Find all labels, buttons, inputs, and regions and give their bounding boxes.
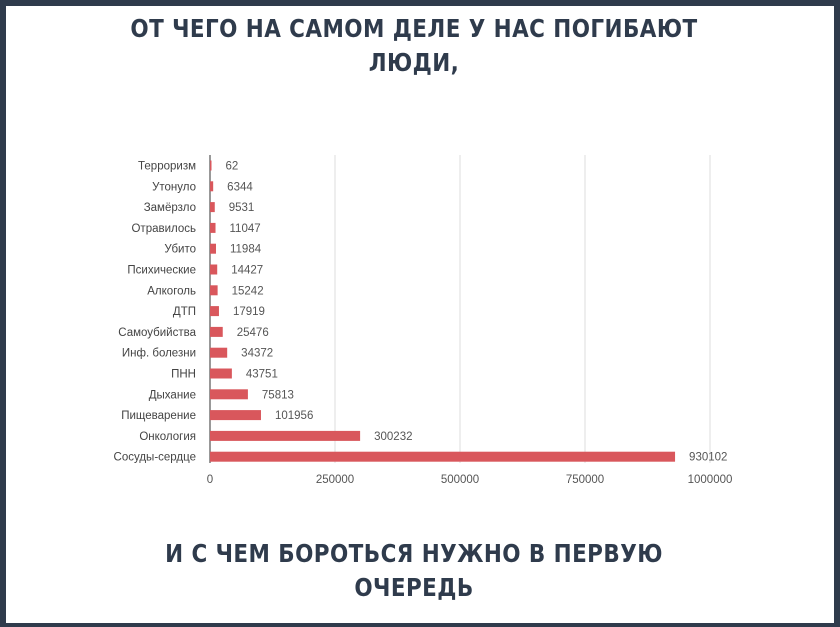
value-label: 9531 [229,202,255,214]
bar [210,160,212,171]
footer-line-1: И С ЧЕМ БОРОТЬСЯ НУЖНО В ПЕРВУЮ [165,539,663,568]
value-label: 62 [226,161,239,173]
bar [210,347,228,358]
category-label: Инф. болезни [122,348,196,360]
bar [210,181,214,192]
value-label: 930102 [689,452,727,464]
bar [210,285,218,296]
bar [210,264,218,275]
category-label: Замёрзло [144,202,196,214]
bar [210,430,361,441]
bar [210,202,215,213]
x-tick-label: 1000000 [688,474,733,486]
value-label: 43751 [246,369,278,381]
category-label: Онкология [139,431,196,443]
headline-line-2: ЛЮДИ, [368,48,460,77]
bar [210,451,676,462]
x-tick-label: 250000 [316,474,354,486]
value-label: 75813 [262,389,294,401]
value-label: 11047 [230,223,261,235]
bar [210,389,248,400]
bar [210,222,216,233]
category-label: Отравилось [131,223,196,235]
value-label: 6344 [227,181,253,193]
category-label: Дыхание [149,389,196,401]
value-label: 17919 [233,306,265,318]
category-label: Психические [127,265,196,277]
headline-line-1: ОТ ЧЕГО НА САМОМ ДЕЛЕ У НАС ПОГИБАЮТ [130,14,698,43]
bar [210,306,219,317]
category-label: Убито [164,244,196,256]
category-label: Пищеварение [121,410,196,422]
x-tick-label: 750000 [566,474,604,486]
value-label: 25476 [237,327,269,339]
poster-footer: И С ЧЕМ БОРОТЬСЯ НУЖНО В ПЕРВУЮ ОЧЕРЕДЬ [58,537,770,605]
category-label: Терроризм [138,161,196,173]
bar [210,368,232,379]
chart-labels: 0 250000 500000 750000 1000000 Терроризм 62 Уто… [114,161,733,487]
value-label: 101956 [275,410,313,422]
value-label: 14427 [231,265,263,277]
category-label: ДТП [173,306,196,318]
value-label: 11984 [230,244,262,256]
x-tick-label: 500000 [441,474,479,486]
category-label: Самоубийства [118,327,196,339]
chart-bars [210,160,676,462]
value-label: 15242 [232,285,264,297]
value-label: 34372 [241,348,273,360]
category-label: ПНН [171,369,196,381]
poster-headline: ОТ ЧЕГО НА САМОМ ДЕЛЕ У НАС ПОГИБАЮТ ЛЮД… [58,12,770,80]
category-label: Утонуло [152,181,196,193]
footer-line-2: ОЧЕРЕДЬ [354,573,474,602]
bar [210,326,223,337]
bar [210,243,216,254]
value-label: 300232 [374,431,412,443]
x-tick-label: 0 [207,474,213,486]
bar [210,410,261,421]
category-label: Сосуды-сердце [114,452,196,464]
category-label: Алкоголь [147,285,196,297]
